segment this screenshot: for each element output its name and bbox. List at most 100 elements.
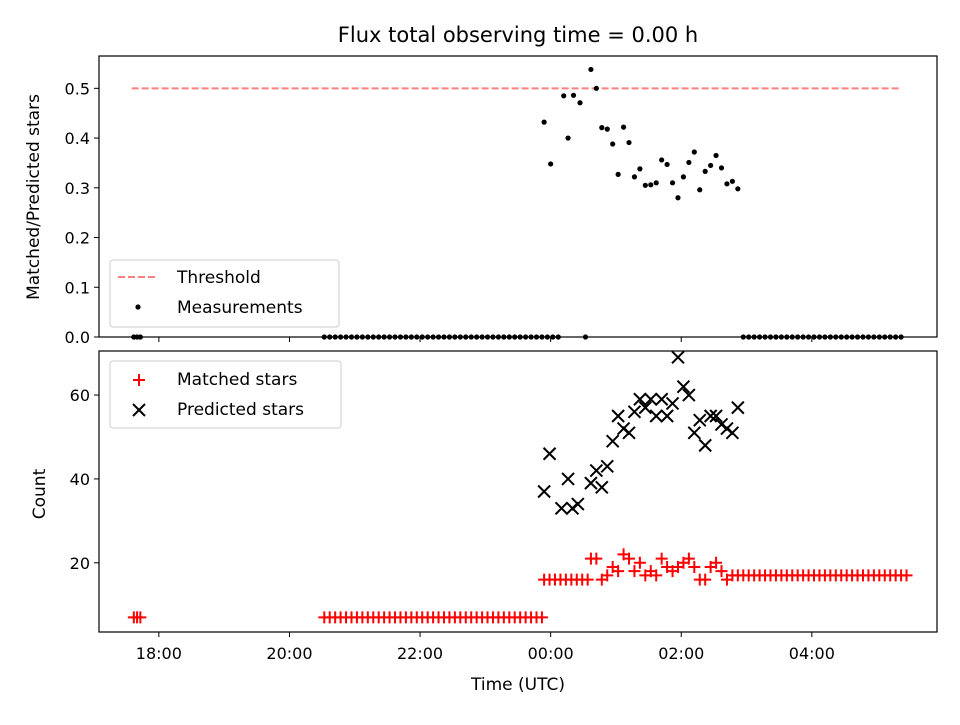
measurement-point <box>691 149 697 155</box>
measurement-point <box>479 334 485 340</box>
bottom-panel-counts: Count Time (UTC) 20 40 60 18:00 20:00 22:00 0… <box>30 350 938 695</box>
bottom-y-tick-label: 20 <box>70 554 90 573</box>
matched-star-point <box>710 556 723 569</box>
predicted-star-point <box>687 426 702 440</box>
bottom-legend-box <box>109 360 342 429</box>
measurement-point <box>827 334 833 340</box>
measurement-point <box>506 334 512 340</box>
measurement-point <box>626 139 632 146</box>
measurement-point <box>582 334 589 340</box>
measurement-point <box>376 334 382 340</box>
measurement-point <box>577 100 583 106</box>
top-y-tick-label: 0.4 <box>65 129 90 148</box>
measurement-point <box>392 334 398 340</box>
matched-star-point <box>655 552 668 565</box>
matched-star-point <box>900 569 913 582</box>
matched-star-point <box>535 611 548 624</box>
measurement-point <box>724 181 730 187</box>
measurement-point <box>528 334 534 340</box>
measurement-point <box>767 334 774 340</box>
measurement-point <box>893 334 899 340</box>
legend-matched-swatch <box>133 374 145 386</box>
legend-matched-label: Matched stars <box>177 370 297 390</box>
measurement-point <box>446 334 453 340</box>
measurement-point <box>795 334 801 340</box>
predicted-star-point <box>633 392 647 406</box>
predicted-star-point <box>542 447 557 461</box>
matched-star-point <box>715 565 728 578</box>
measurement-point <box>463 334 469 340</box>
top-y-tick-label: 0.3 <box>65 179 90 198</box>
measurement-point <box>686 159 692 166</box>
measurement-point <box>680 174 687 180</box>
measurement-point <box>348 334 355 340</box>
predicted-star-point <box>709 409 723 423</box>
measurement-point <box>327 334 333 340</box>
measurement-point <box>653 180 659 186</box>
top-panel-y-ticks: 0.0 0.1 0.2 0.3 0.4 0.5 <box>65 79 99 347</box>
measurement-point <box>544 334 550 340</box>
predicted-star-point <box>605 434 620 448</box>
predicted-star-point <box>561 472 575 486</box>
measurement-point <box>381 334 387 340</box>
measurement-point <box>865 334 872 340</box>
measurement-point <box>838 334 844 340</box>
x-tick-label: 18:00 <box>136 644 182 663</box>
measurement-point <box>789 334 795 340</box>
measurement-point <box>631 174 638 180</box>
measurement-point <box>512 334 518 340</box>
measurement-point <box>495 334 502 340</box>
predicted-star-point <box>725 426 740 440</box>
top-y-tick-label: 0.5 <box>65 79 90 98</box>
matched-star-point <box>581 573 594 586</box>
predicted-star-point <box>693 413 707 427</box>
measurement-point <box>593 85 599 91</box>
measurement-point <box>876 334 882 340</box>
matched-star-point <box>134 611 147 624</box>
measurement-point <box>435 334 442 340</box>
measurement-point <box>555 334 561 340</box>
predicted-star-point <box>589 463 604 478</box>
measurement-point <box>343 334 349 340</box>
predicted-star-point <box>654 392 669 406</box>
measurement-point <box>533 334 540 340</box>
predicted-star-point <box>595 480 609 495</box>
measurement-point <box>523 334 529 340</box>
measurement-point <box>778 334 784 340</box>
measurement-point <box>757 334 763 340</box>
measurement-point <box>718 165 725 171</box>
measurement-point <box>370 334 376 340</box>
predicted-star-point <box>665 396 680 411</box>
predicted-star-point <box>671 350 685 364</box>
matched-star-point <box>682 552 695 565</box>
measurement-point <box>833 334 839 340</box>
top-panel-y-axis-label: Matched/Predicted stars <box>24 94 44 300</box>
measurement-point <box>539 334 545 340</box>
chart-title: Flux total observing time = 0.00 h <box>338 23 698 47</box>
bottom-panel-marks <box>127 350 913 624</box>
top-panel-marks <box>131 66 904 340</box>
measurement-point <box>729 178 735 184</box>
measurement-point <box>414 334 420 340</box>
measurement-point <box>321 334 327 340</box>
measurement-point <box>541 119 547 125</box>
bottom-panel-x-ticks: 18:00 20:00 22:00 00:00 02:00 04:00 <box>136 632 835 663</box>
top-panel-legend: Threshold Measurements <box>109 259 340 328</box>
predicted-star-point <box>660 409 674 423</box>
measurement-point <box>702 168 708 174</box>
x-axis-label: Time (UTC) <box>470 675 565 695</box>
top-panel-flux-ratio: Matched/Predicted stars 0.00.10.20.30.40… <box>24 55 938 347</box>
measurement-point <box>800 334 806 340</box>
measurement-point <box>675 195 681 201</box>
x-tick-label: 04:00 <box>789 644 835 663</box>
measurement-point <box>713 152 719 159</box>
predicted-star-point <box>537 484 551 499</box>
legend-threshold-label: Threshold <box>176 268 261 288</box>
measurement-point <box>762 334 768 340</box>
x-tick-label: 02:00 <box>658 644 704 663</box>
predicted-star-point <box>644 392 658 406</box>
measurement-point <box>403 334 409 340</box>
measurement-point <box>887 334 893 340</box>
bottom-y-tick-label: 40 <box>70 470 90 489</box>
